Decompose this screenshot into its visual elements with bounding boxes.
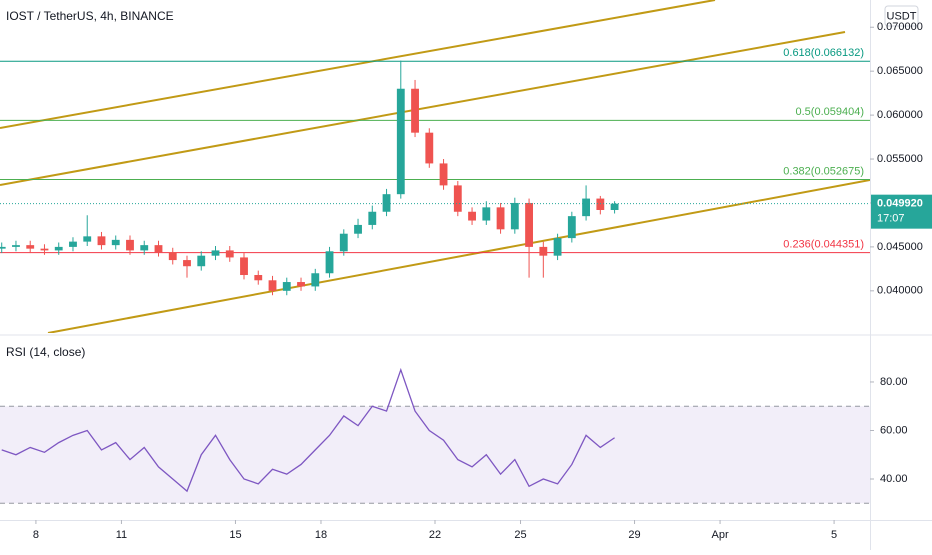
candle-body xyxy=(268,280,277,291)
y-tick-label: 0.060000 xyxy=(877,109,923,121)
y-tick-label: 0.055000 xyxy=(877,153,923,165)
candle-body xyxy=(126,239,134,251)
x-tick-label: 5 xyxy=(831,529,837,541)
candle-body xyxy=(168,252,177,261)
x-tick-label: 22 xyxy=(429,529,441,541)
candle-body xyxy=(539,246,548,256)
candle-body xyxy=(83,236,92,242)
rsi-line xyxy=(1,367,615,493)
candle-body xyxy=(525,202,533,247)
candle-body xyxy=(40,248,49,251)
candle-body xyxy=(211,250,220,256)
trend-line xyxy=(0,31,846,186)
chart-title: IOST / TetherUS, 4h, BINANCE xyxy=(6,9,174,23)
candle-body xyxy=(610,203,619,210)
candle-body xyxy=(154,245,163,253)
fib-label: 0.382(0.052675) xyxy=(783,165,864,177)
candle-body xyxy=(311,273,320,287)
candle-body xyxy=(468,211,476,221)
candle-body xyxy=(297,282,305,287)
candle-body xyxy=(111,239,120,246)
candle-body xyxy=(496,207,505,230)
currency: USDT xyxy=(887,10,917,22)
candle-body xyxy=(26,245,35,249)
rsi-title: RSI (14, close) xyxy=(6,345,85,359)
candle-body xyxy=(396,88,405,195)
candle-body xyxy=(482,207,491,221)
currency-box[interactable] xyxy=(884,5,919,27)
y-tick-label: 0.040000 xyxy=(877,285,923,297)
y-tick-label: 80.00 xyxy=(880,376,908,388)
fib-label: 0.618(0.066132) xyxy=(783,47,864,59)
countdown: 17:07 xyxy=(877,213,905,225)
candle-body xyxy=(97,236,106,246)
candle-body xyxy=(510,202,519,230)
candle-body xyxy=(354,224,362,234)
candle-body xyxy=(382,194,391,212)
y-tick-label: 0.045000 xyxy=(877,241,923,253)
candle-body xyxy=(12,245,20,247)
candle-body xyxy=(425,132,434,164)
candle-body xyxy=(69,241,77,247)
x-tick-label: 15 xyxy=(229,529,241,541)
candle-body xyxy=(197,255,206,267)
x-tick-label: 29 xyxy=(628,529,640,541)
last-price-label: 0.049920 xyxy=(877,198,923,210)
y-tick-label: 40.00 xyxy=(880,473,908,485)
candle-body xyxy=(282,282,291,291)
candle-body xyxy=(582,198,591,217)
candle-body xyxy=(0,246,6,249)
x-tick-label: 11 xyxy=(116,529,127,541)
y-tick-label: 60.00 xyxy=(880,424,908,436)
candle-body xyxy=(183,260,191,267)
candle-body xyxy=(553,238,562,256)
x-tick-label: 25 xyxy=(514,529,526,541)
x-tick-label: 8 xyxy=(33,529,39,541)
candle-body xyxy=(325,251,334,274)
trend-line xyxy=(0,0,716,129)
candle-body xyxy=(54,246,63,251)
rsi-band xyxy=(0,406,870,504)
candle-body xyxy=(567,216,576,239)
candle-body xyxy=(596,198,605,210)
candle-body xyxy=(339,233,348,252)
fib-label: 0.5(0.059404) xyxy=(796,106,865,118)
x-tick-label: Apr xyxy=(711,529,728,541)
candle-body xyxy=(254,275,263,281)
y-tick-label: 0.065000 xyxy=(877,65,923,77)
trend-line xyxy=(47,179,870,333)
trend-lines xyxy=(0,0,870,333)
x-tick-label: 18 xyxy=(315,529,327,541)
candle-body xyxy=(140,245,149,251)
candle-body xyxy=(439,163,448,186)
candle-body xyxy=(225,250,234,258)
candle-body xyxy=(240,257,248,276)
fib-label: 0.236(0.044351) xyxy=(783,239,864,251)
candle-body xyxy=(453,185,462,212)
candle-body xyxy=(368,211,377,225)
last-price-box xyxy=(871,194,932,229)
candle-body xyxy=(411,88,419,133)
y-tick-label: 0.070000 xyxy=(877,21,923,33)
